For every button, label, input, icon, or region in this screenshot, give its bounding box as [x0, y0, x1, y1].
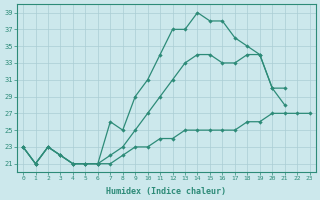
X-axis label: Humidex (Indice chaleur): Humidex (Indice chaleur) — [106, 187, 226, 196]
